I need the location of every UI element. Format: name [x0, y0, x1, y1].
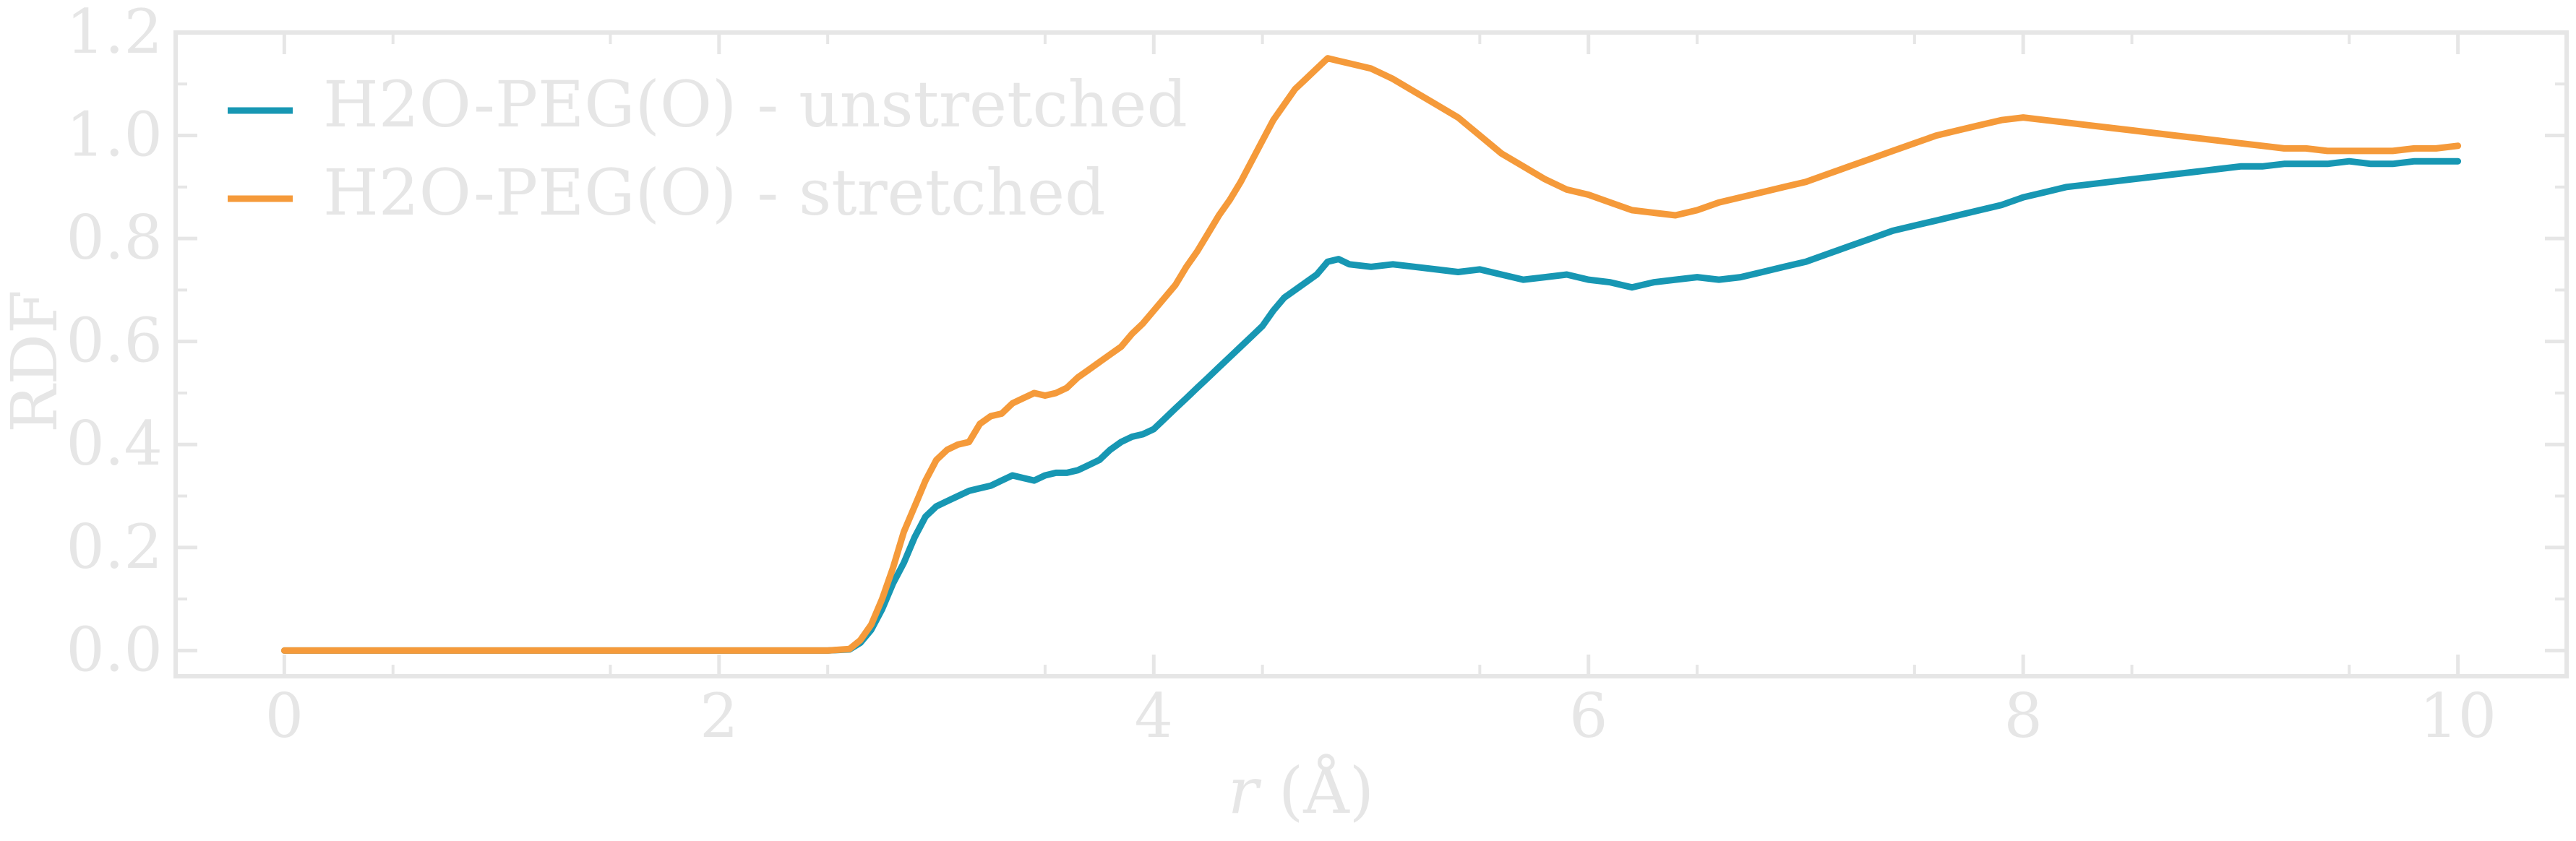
y-tick-label: 0.8 [66, 202, 163, 273]
axis-tick-labels: 0 2 4 6 8 10 0.0 0.2 0.4 0.6 0.8 1.0 1.2 [66, 0, 2496, 751]
x-tick-label: 6 [1569, 681, 1607, 751]
y-tick-label: 1.0 [66, 100, 163, 171]
series-line-stretched [280, 55, 2462, 654]
x-tick-label: 10 [2419, 681, 2496, 751]
x-tick-label: 2 [700, 681, 738, 751]
plot-frame [173, 30, 2569, 678]
y-tick-label: 0.4 [66, 408, 163, 479]
x-tick-label: 8 [2004, 681, 2042, 751]
legend: H2O-PEG(O) - unstretched H2O-PEG(O) - st… [228, 67, 1188, 230]
x-tick-label: 0 [265, 681, 304, 751]
x-axis-label-unit: (Å) [1258, 754, 1374, 828]
x-axis-label: r (Å) [1228, 754, 1374, 828]
axis-ticks [176, 30, 2567, 676]
x-axis-label-variable: r [1228, 754, 1262, 828]
y-tick-label: 0.2 [66, 512, 163, 582]
y-tick-label: 0.6 [66, 306, 163, 376]
y-axis-label: RDF [0, 290, 72, 433]
x-tick-label: 4 [1135, 681, 1173, 751]
y-tick-label: 0.0 [66, 614, 163, 685]
y-tick-label: 1.2 [66, 0, 163, 67]
legend-label-unstretched: H2O-PEG(O) - unstretched [323, 67, 1188, 142]
series-line-unstretched [280, 158, 2462, 654]
legend-label-stretched: H2O-PEG(O) - stretched [323, 155, 1105, 230]
series-lines [280, 55, 2462, 654]
